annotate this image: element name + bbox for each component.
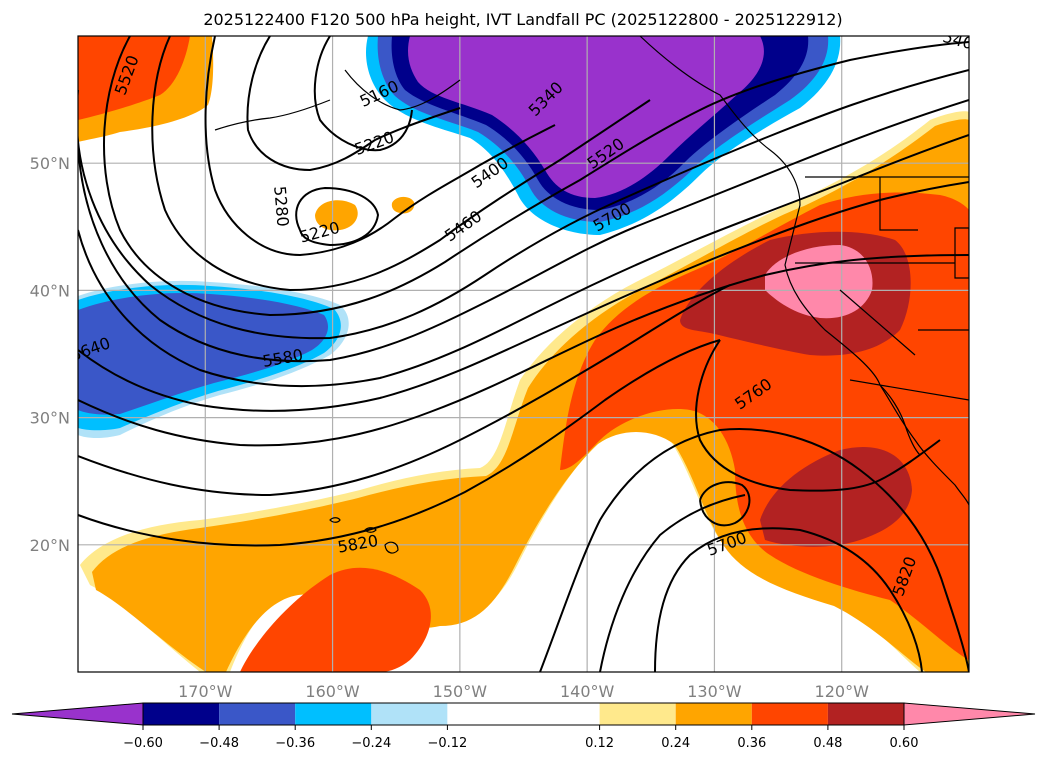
contour-5280 [204,36,556,257]
colorbar-bin [751,703,828,725]
colorbar-bin [599,703,676,725]
y-tick-label: 30°N [30,409,70,428]
height-contours [78,36,969,672]
contour-5700 [78,254,969,447]
contour-5760-inner [654,527,923,672]
contour-5400 [103,36,969,317]
colorbar-tick-label: −0.24 [351,736,391,751]
ivt-region-south-darkred [760,446,912,547]
y-tick-labels: 50°N 40°N 30°N 20°N [30,154,70,555]
colorbar-bin [219,703,296,725]
colorbar-tick-label: −0.60 [123,736,163,751]
ivt-region-small-island-1 [315,200,358,231]
contour-5640 [78,181,969,412]
x-tick-label: 150°W [433,682,488,701]
hawaii-island-2 [364,527,377,533]
colorbar-bin [447,703,600,725]
contour-5760-south [695,339,941,492]
map-frame [77,35,970,673]
y-tick-label: 40°N [30,281,70,300]
colorbar-tick-label: 0.36 [737,736,766,751]
contour-5340 [151,36,651,292]
contour-5520 [78,99,969,363]
contour-5880-outer [599,494,746,672]
contour-5460 [78,69,969,340]
hawaii-island-3 [384,541,399,554]
contour-5160 [313,36,413,152]
x-tick-label: 130°W [687,682,742,701]
x-tick-label: 170°W [178,682,233,701]
colorbar-bin [295,703,372,725]
colorbar-bin [143,703,220,725]
ivt-region-south-red [240,567,431,672]
x-tick-label: 120°W [815,682,870,701]
colorbar-extend-max [903,702,1036,726]
colorbar-bin [371,703,448,725]
contour-5220-closed [295,186,380,247]
coastline-north-america [639,36,969,506]
hawaii-island-1 [329,517,341,523]
colorbar: −0.60 −0.48 −0.36 −0.24 −0.12 0.12 0.24 0.36 0.4… [11,702,1036,751]
colorbar-tick-label: −0.12 [427,736,467,751]
contour-5700-closed [699,481,751,527]
x-tick-label: 140°W [560,682,615,701]
colorbar-tick-label: 0.12 [585,736,614,751]
state-border-id [879,177,918,231]
contour-5760 [78,284,731,497]
contour-5220 [246,36,461,172]
colorbar-bin [675,703,752,725]
colorbar-tick-label: 0.24 [661,736,690,751]
contour-5820 [78,339,721,547]
ivt-region-west-blue [78,292,328,415]
coastline-aleutians [214,99,331,131]
contour-5820-south [539,428,969,672]
colorbar-extend-min [11,702,144,726]
contour-label: 5280 [270,185,292,227]
coastline-baja [879,384,921,456]
contour-5580 [78,134,969,388]
x-tick-label: 160°W [305,682,360,701]
state-border-nm [954,227,969,279]
chart-title: 2025122400 F120 500 hPa height, IVT Land… [203,10,842,29]
coastlines [214,36,969,554]
gridlines [78,36,969,672]
colorbar-tick-label: −0.48 [199,736,239,751]
y-tick-label: 50°N [30,154,70,173]
ivt-fill-layer [78,36,969,672]
coastline-alaska-panhandle [344,69,461,111]
state-border-nv-ca [839,289,916,356]
colorbar-tick-label: 0.48 [813,736,842,751]
ivt-region-north-purple [407,36,764,198]
colorbar-bin [827,703,904,725]
colorbar-tick-label: −0.36 [275,736,315,751]
colorbar-tick-label: 0.60 [890,736,919,751]
colorbar-outline [142,702,905,726]
x-tick-labels: 170°W 160°W 150°W 140°W 130°W 120°W [178,682,869,701]
state-border-mx [849,379,969,401]
y-tick-label: 20°N [30,536,70,555]
